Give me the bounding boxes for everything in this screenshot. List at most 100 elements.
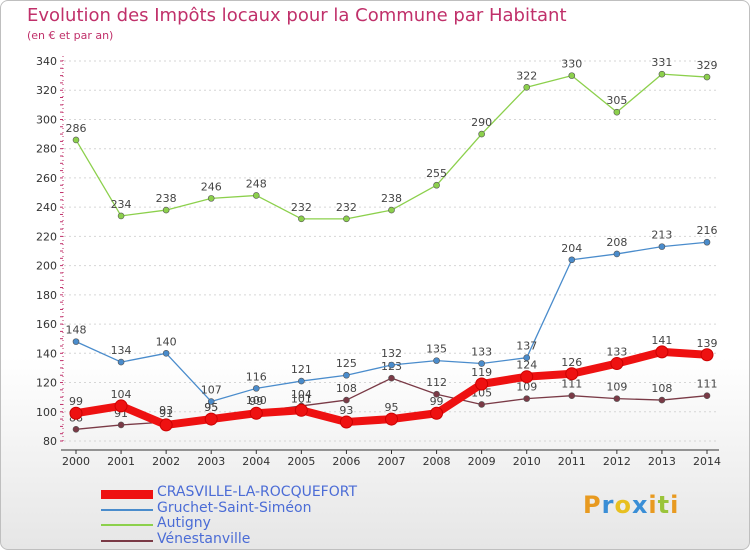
data-point: [520, 370, 534, 384]
x-tick-label: 2005: [287, 455, 315, 468]
data-label: 107: [201, 384, 222, 397]
data-point: [204, 412, 218, 426]
data-point: [613, 108, 621, 116]
data-label: 234: [111, 198, 132, 211]
data-point: [613, 395, 621, 402]
logo-letter: o: [614, 491, 632, 519]
data-label: 91: [159, 407, 173, 420]
y-tick-label: 180: [36, 289, 57, 302]
data-point: [700, 348, 714, 362]
data-label: 322: [516, 69, 537, 82]
data-point: [69, 406, 83, 420]
data-point: [430, 406, 444, 420]
logo-letter: P: [583, 491, 602, 519]
data-point: [343, 396, 350, 404]
data-label: 99: [249, 395, 263, 408]
data-label: 132: [381, 347, 402, 360]
data-label: 204: [561, 242, 582, 255]
y-tick-label: 320: [36, 84, 57, 97]
data-point: [478, 401, 485, 408]
y-tick-label: 300: [36, 113, 57, 126]
data-label: 95: [204, 401, 218, 414]
x-tick-label: 2010: [513, 455, 541, 468]
data-point: [249, 406, 263, 420]
data-label: 330: [561, 58, 582, 71]
chart-title: Evolution des Impôts locaux pour la Comm…: [27, 5, 567, 26]
data-point: [568, 392, 576, 399]
data-label: 246: [201, 180, 222, 193]
data-point: [294, 403, 308, 417]
x-tick-label: 2003: [197, 455, 225, 468]
data-label: 238: [381, 192, 402, 205]
data-point: [298, 377, 305, 385]
x-tick-label: 2011: [558, 455, 586, 468]
y-tick-label: 120: [36, 377, 57, 390]
legend-swatch: [101, 540, 153, 542]
data-point: [72, 136, 80, 144]
chart-subtitle: (en € et par an): [27, 29, 114, 42]
data-label: 126: [561, 356, 582, 369]
data-point: [433, 357, 440, 364]
x-tick-label: 2014: [693, 455, 721, 468]
data-point: [703, 238, 711, 246]
data-label: 135: [426, 343, 447, 356]
data-point: [478, 360, 485, 367]
data-label: 208: [606, 236, 627, 249]
data-point: [388, 206, 395, 214]
y-tick-label: 80: [43, 435, 57, 448]
legend-swatch: [101, 524, 153, 526]
data-label: 99: [430, 395, 444, 408]
data-label: 141: [651, 334, 672, 347]
data-point: [207, 398, 215, 405]
data-point: [388, 374, 395, 382]
data-label: 111: [561, 378, 582, 391]
legend-swatch: [101, 509, 153, 511]
data-point: [159, 418, 173, 432]
data-label: 232: [291, 201, 312, 214]
data-label: 125: [336, 357, 357, 370]
data-label: 99: [69, 395, 83, 408]
y-tick-label: 260: [36, 172, 57, 185]
data-label: 255: [426, 167, 447, 180]
data-label: 134: [111, 344, 132, 357]
y-tick-label: 140: [36, 347, 57, 360]
data-label: 124: [516, 359, 537, 372]
data-label: 137: [516, 340, 537, 353]
data-point: [565, 367, 579, 381]
data-label: 101: [291, 392, 312, 405]
data-label: 109: [516, 381, 537, 394]
data-point: [613, 250, 621, 258]
data-point: [117, 358, 125, 366]
line-chart: 80 100 120 140 160 180 200 220 240 260 280 300 320 34…: [36, 55, 721, 468]
x-tick-label: 2006: [332, 455, 360, 468]
data-label: 148: [66, 324, 87, 337]
data-point: [388, 361, 395, 369]
data-label: 213: [651, 229, 672, 242]
x-tick-label: 2004: [242, 455, 270, 468]
data-point: [610, 357, 624, 371]
data-point: [703, 392, 711, 399]
data-label: 133: [471, 346, 492, 359]
series-crasville-la-rocquefort: 99 104 91 95 99 101 93 95 99 119 124 126 133 141 139: [69, 334, 718, 432]
data-label: 305: [606, 94, 627, 107]
x-tick-label: 2002: [152, 455, 180, 468]
x-tick-label: 2000: [62, 455, 90, 468]
data-point: [523, 84, 531, 91]
data-label: 139: [697, 337, 718, 350]
logo-letter: x: [631, 491, 649, 519]
data-point: [385, 412, 398, 426]
data-point: [655, 345, 669, 359]
data-label: 248: [246, 177, 267, 190]
data-label: 119: [471, 366, 492, 379]
data-label: 108: [651, 382, 672, 395]
x-tick-label: 2008: [423, 455, 451, 468]
x-tick-label: 2007: [378, 455, 406, 468]
logo-letter: r: [601, 491, 615, 519]
data-point: [658, 243, 666, 250]
data-label: 93: [339, 404, 353, 417]
legend-label: Vénestanville: [157, 531, 251, 547]
logo-letter: i: [670, 491, 680, 519]
y-tick-label: 240: [36, 201, 57, 214]
data-point: [339, 415, 353, 429]
